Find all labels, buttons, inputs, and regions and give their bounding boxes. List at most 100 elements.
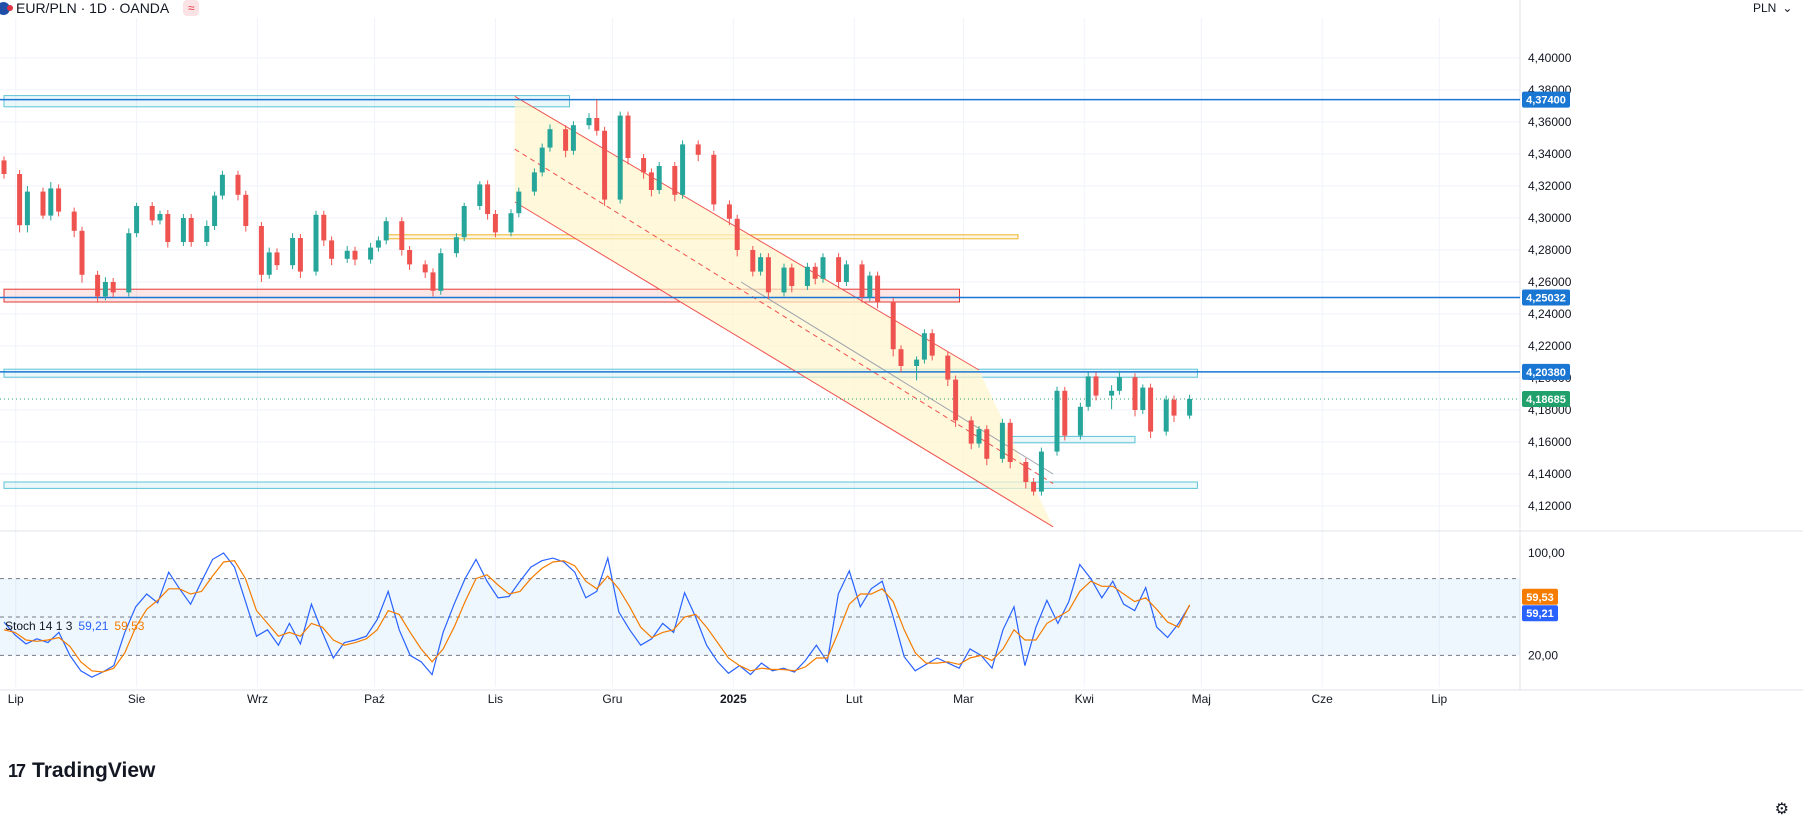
candle-down[interactable] — [875, 271, 881, 309]
candle-down[interactable] — [329, 236, 335, 266]
candle-down[interactable] — [258, 222, 264, 282]
candle-up[interactable] — [438, 248, 444, 295]
candle-down[interactable] — [297, 234, 303, 278]
candle-down[interactable] — [1007, 418, 1013, 469]
candle-down[interactable] — [890, 298, 896, 357]
candle-up[interactable] — [570, 121, 576, 155]
candle-down[interactable] — [695, 140, 701, 162]
stoch-d-line[interactable] — [3, 560, 1191, 673]
candle-up[interactable] — [539, 143, 545, 177]
candle-up[interactable] — [1163, 395, 1169, 436]
candle-up[interactable] — [586, 113, 592, 130]
zone-rectangle[interactable] — [3, 481, 1198, 489]
candle-up[interactable] — [1140, 384, 1146, 414]
candle-up[interactable] — [508, 209, 514, 237]
candle-down[interactable] — [563, 125, 569, 158]
stoch-value-label[interactable]: 59,21 — [1522, 605, 1558, 622]
candle-up[interactable] — [453, 233, 459, 258]
candle-up[interactable] — [290, 233, 296, 270]
candle-up[interactable] — [976, 426, 982, 448]
candle-up[interactable] — [126, 228, 132, 297]
price-label[interactable]: 4,37400 — [1522, 91, 1570, 108]
gear-icon[interactable]: ⚙ — [1774, 801, 1789, 818]
tradingview-logo[interactable]: 17 TradingView — [8, 759, 155, 783]
stoch-k-line[interactable] — [3, 552, 1191, 678]
symbol-header[interactable]: EUR/PLN · 1D · OANDA ≈ — [0, 0, 200, 16]
candle-up[interactable] — [1077, 402, 1083, 440]
candle-down[interactable] — [789, 263, 795, 293]
candle-down[interactable] — [1093, 372, 1099, 401]
price-label[interactable]: 4,20380 — [1522, 363, 1570, 380]
candle-up[interactable] — [477, 181, 483, 210]
channel-upper-line[interactable] — [514, 95, 980, 371]
candle-down[interactable] — [95, 270, 101, 303]
candle-up[interactable] — [1054, 386, 1060, 456]
candle-down[interactable] — [110, 278, 116, 298]
candle-down[interactable] — [430, 268, 436, 297]
candle-down[interactable] — [859, 260, 865, 303]
stoch-value-label[interactable]: 59,53 — [1522, 588, 1558, 605]
candle-down[interactable] — [274, 248, 280, 270]
channel-median-line[interactable] — [514, 148, 1054, 485]
candle-down[interactable] — [726, 200, 732, 226]
candle-down[interactable] — [765, 253, 771, 299]
candle-down[interactable] — [968, 416, 974, 450]
candle-up[interactable] — [656, 162, 662, 194]
candle-up[interactable] — [204, 220, 210, 246]
candle-down[interactable] — [1, 156, 7, 179]
candle-down[interactable] — [750, 246, 756, 277]
zone-rectangle[interactable] — [3, 368, 1198, 378]
candle-up[interactable] — [921, 329, 927, 364]
candle-down[interactable] — [641, 154, 647, 179]
candle-down[interactable] — [648, 168, 654, 197]
candle-up[interactable] — [999, 418, 1005, 463]
candle-up[interactable] — [516, 187, 522, 218]
candle-down[interactable] — [492, 210, 498, 238]
candle-down[interactable] — [945, 351, 951, 386]
candle-down[interactable] — [953, 375, 959, 427]
candle-up[interactable] — [375, 236, 381, 252]
candle-down[interactable] — [711, 150, 717, 211]
candle-up[interactable] — [820, 253, 826, 283]
zone-rectangle[interactable] — [3, 95, 570, 108]
candle-up[interactable] — [1038, 447, 1044, 496]
candle-up[interactable] — [180, 214, 186, 246]
candle-down[interactable] — [836, 253, 842, 289]
candle-up[interactable] — [1109, 385, 1115, 410]
candle-down[interactable] — [929, 329, 935, 361]
candle-down[interactable] — [672, 162, 678, 202]
candle-down[interactable] — [734, 214, 740, 257]
candle-up[interactable] — [867, 271, 873, 302]
channel-lower-line[interactable] — [514, 201, 1054, 528]
candle-up[interactable] — [212, 191, 218, 230]
candle-up[interactable] — [531, 168, 537, 196]
candle-up[interactable] — [368, 242, 374, 264]
candle-down[interactable] — [602, 126, 608, 206]
candle-down[interactable] — [243, 190, 249, 232]
candle-up[interactable] — [157, 210, 163, 225]
candle-up[interactable] — [1116, 370, 1122, 395]
currency-selector[interactable]: PLN ⌄ — [1747, 0, 1803, 16]
candle-up[interactable] — [102, 277, 108, 301]
price-label[interactable]: 4,18685 — [1522, 391, 1570, 408]
candle-up[interactable] — [383, 217, 389, 245]
candle-up[interactable] — [1085, 372, 1091, 411]
candle-down[interactable] — [188, 214, 194, 247]
candle-up[interactable] — [617, 111, 623, 204]
candle-up[interactable] — [843, 260, 849, 286]
candle-down[interactable] — [321, 210, 327, 246]
candle-down[interactable] — [485, 180, 491, 220]
candle-down[interactable] — [984, 425, 990, 466]
candle-up[interactable] — [461, 202, 467, 242]
candle-down[interactable] — [40, 187, 46, 219]
candle-down[interactable] — [17, 170, 23, 233]
candle-down[interactable] — [1148, 383, 1154, 438]
candle-up[interactable] — [48, 182, 54, 221]
data-status-icon[interactable]: ≈ — [183, 0, 200, 16]
candle-down[interactable] — [71, 207, 77, 238]
stoch-legend[interactable]: Stoch 14 1 3 59,21 59,53 — [5, 619, 144, 633]
candle-down[interactable] — [812, 262, 818, 285]
candle-up[interactable] — [266, 247, 272, 279]
candle-up[interactable] — [758, 253, 764, 276]
